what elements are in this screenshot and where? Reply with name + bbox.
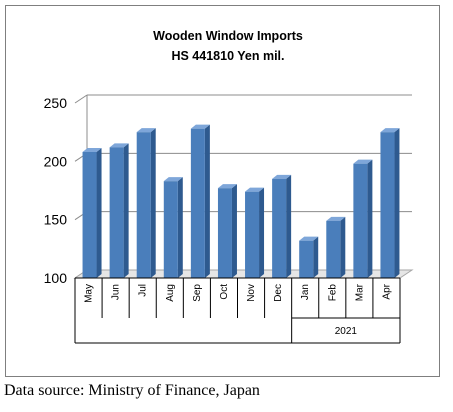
bar-jan bbox=[299, 236, 319, 278]
bar-side bbox=[394, 128, 400, 278]
bar-side bbox=[340, 216, 346, 278]
x-tick-label: Jun bbox=[111, 284, 122, 300]
x-tick-label: May bbox=[84, 284, 95, 303]
bar-top bbox=[245, 187, 265, 192]
bar-jul bbox=[136, 128, 156, 278]
year-group-label: 2021 bbox=[335, 326, 358, 337]
bar-front bbox=[217, 188, 232, 278]
bar-side bbox=[123, 143, 129, 278]
bar-side bbox=[286, 174, 292, 278]
bar-side bbox=[231, 184, 237, 278]
bar-front bbox=[109, 147, 124, 278]
x-tick-label: Oct bbox=[219, 284, 230, 300]
bar-may bbox=[82, 148, 102, 278]
chart-title: Wooden Window Imports bbox=[153, 29, 303, 43]
bar-front bbox=[82, 152, 97, 278]
bar-top bbox=[272, 174, 292, 179]
x-tick-label: Jan bbox=[300, 284, 311, 300]
bar-aug bbox=[163, 177, 183, 278]
bar-oct bbox=[217, 184, 237, 278]
bar-side bbox=[177, 177, 183, 278]
bar-nov bbox=[245, 187, 265, 278]
bar-front bbox=[353, 163, 368, 278]
bar-front bbox=[245, 191, 260, 278]
bar-top bbox=[326, 216, 346, 221]
source-note: Data source: Ministry of Finance, Japan bbox=[4, 382, 260, 399]
x-tick-label: Nov bbox=[246, 284, 257, 302]
bar-top bbox=[163, 177, 183, 182]
bar-side bbox=[150, 128, 156, 278]
chart-subtitle: HS 441810 Yen mil. bbox=[171, 49, 284, 63]
x-tick-label: Mar bbox=[354, 283, 365, 301]
bar-top bbox=[299, 236, 319, 241]
x-tick-label: Sep bbox=[192, 284, 203, 302]
bar-top bbox=[136, 128, 156, 133]
bar-top bbox=[217, 184, 237, 189]
bar-dec bbox=[272, 174, 292, 278]
bar-mar bbox=[353, 159, 373, 278]
bar-side bbox=[259, 187, 265, 278]
x-tick-label: Dec bbox=[273, 284, 284, 302]
y-tick-label: 250 bbox=[44, 95, 68, 111]
bar-top bbox=[82, 148, 102, 152]
axes: 100 150 200 250 May Jun Jul Aug Sep Oct Nov Dec Jan F… bbox=[44, 95, 401, 344]
bar-front bbox=[190, 128, 205, 278]
bar-sep bbox=[190, 124, 210, 279]
gridline-depth-3 bbox=[74, 94, 88, 104]
bar-top bbox=[109, 143, 129, 148]
bar-top bbox=[190, 124, 210, 129]
x-tick-label: Jul bbox=[138, 284, 149, 297]
bar-front bbox=[136, 132, 151, 278]
bar-top bbox=[353, 159, 373, 164]
x-tick-label: Apr bbox=[381, 283, 392, 299]
x-tick-label: Aug bbox=[165, 284, 176, 302]
bar-front bbox=[272, 178, 287, 278]
y-tick-label: 150 bbox=[44, 212, 68, 228]
bar-feb bbox=[326, 216, 346, 278]
bar-front bbox=[380, 132, 395, 278]
bar-top bbox=[380, 128, 400, 133]
bar-side bbox=[204, 124, 210, 279]
bar-side bbox=[313, 236, 319, 278]
bar-side bbox=[367, 159, 373, 278]
bars bbox=[82, 124, 400, 279]
bar-side bbox=[96, 148, 102, 278]
y-tick-label: 100 bbox=[44, 270, 68, 286]
x-tick-label: Feb bbox=[327, 284, 338, 302]
bar-apr bbox=[380, 128, 400, 278]
bar-front bbox=[163, 181, 178, 278]
bar-front bbox=[299, 240, 314, 278]
bar-front bbox=[326, 220, 341, 278]
y-tick-label: 200 bbox=[44, 153, 68, 169]
bar-jun bbox=[109, 143, 129, 278]
